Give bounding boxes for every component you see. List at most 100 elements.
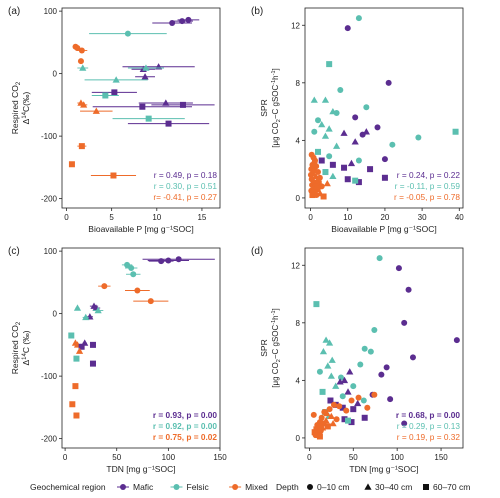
y-axis-label-part: C (‰) (21, 330, 31, 353)
legend-title: Geochemical region (30, 482, 106, 492)
x-tick-label: 100 (162, 453, 176, 462)
data-point (162, 99, 170, 106)
data-point (346, 368, 354, 375)
data-point (355, 157, 362, 164)
legend-item-label: Mafic (133, 482, 154, 492)
data-point (326, 61, 333, 68)
data-point (80, 101, 88, 108)
data-point (324, 423, 331, 430)
y-tick-label: 0 (53, 70, 58, 79)
data-point (75, 347, 84, 354)
x-axis-label: TDN [mg g⁻¹SOC] (349, 464, 418, 474)
data-point (315, 148, 322, 155)
data-point (381, 156, 388, 163)
data-point (344, 388, 352, 395)
data-point (310, 96, 318, 103)
x-tick-label: 0 (307, 453, 312, 462)
data-point (102, 92, 109, 99)
data-point (124, 261, 131, 268)
data-point (322, 169, 329, 176)
data-point (323, 409, 331, 417)
data-point (327, 372, 335, 379)
data-point (340, 376, 349, 384)
data-point (395, 265, 402, 272)
data-point (387, 396, 394, 403)
plot-frame (61, 7, 221, 209)
y-axis-label-line2: [μg CO2−C gSOC-1h-1] (271, 308, 282, 388)
data-point (385, 79, 392, 86)
x-axis-label: TDN [mg g⁻¹SOC] (106, 464, 175, 474)
y-axis-label-sup: 14 (22, 111, 28, 118)
stats-label: r = -0.11, p = 0.59 (395, 181, 461, 191)
y-axis-label-sub: 2 (16, 321, 22, 325)
y-tick-label: -200 (41, 195, 58, 204)
data-point (313, 301, 320, 308)
y-axis-label: Respired CO2 (10, 321, 22, 374)
plot-frame (304, 247, 464, 449)
data-point (89, 360, 96, 367)
data-point (364, 404, 371, 411)
data-point (361, 414, 368, 421)
stats-label: r = 0.30, p = 0.51 (154, 181, 218, 191)
data-point (72, 383, 79, 390)
legend-swatch (232, 484, 239, 490)
data-point (318, 120, 326, 128)
panel-label: (a) (8, 6, 20, 17)
data-point (336, 403, 343, 410)
y-axis-label-sub: 2 (16, 81, 22, 85)
data-point (325, 339, 334, 346)
data-point (101, 283, 108, 290)
y-axis-label-line2: Δ14C (‰) (21, 330, 31, 365)
x-tick-label: 150 (434, 453, 448, 462)
data-point (389, 141, 396, 148)
data-point (319, 347, 328, 355)
data-point (130, 271, 137, 278)
data-point (367, 166, 374, 173)
y-tick-label: 0 (296, 194, 301, 203)
data-point (329, 161, 336, 168)
data-point (352, 177, 359, 184)
x-tick-label: 50 (112, 453, 121, 462)
y-tick-label: 0 (53, 310, 58, 319)
data-point (158, 258, 165, 265)
y-axis-label-part: −C gSOC (271, 85, 280, 120)
data-point (320, 420, 327, 427)
data-point (329, 419, 337, 427)
data-point (350, 406, 357, 413)
y-axis-label-part: Respired CO (10, 325, 20, 375)
data-point (351, 138, 359, 145)
x-tick-label: 30 (418, 213, 427, 222)
x-tick-label: 0 (308, 213, 313, 222)
x-axis-label: Bioavailable P [mg g⁻¹SOC] (331, 224, 436, 234)
data-point (328, 356, 336, 363)
y-axis-label-part: -1 (271, 320, 277, 325)
y-axis-label-part: Δ (21, 118, 31, 124)
plot-frame (61, 247, 221, 449)
data-point (333, 416, 340, 423)
data-point (316, 368, 323, 375)
data-point (361, 345, 368, 352)
data-point (355, 179, 362, 186)
data-point (165, 257, 172, 264)
x-tick-label: 40 (455, 213, 464, 222)
stats-label: r = 0.19, p = 0.32 (397, 432, 461, 442)
data-point (73, 304, 82, 311)
data-point (320, 193, 327, 200)
data-point (315, 169, 322, 176)
data-point (325, 125, 333, 132)
y-axis-label-line2: [μg CO2−C gSOC-1h-1] (271, 68, 282, 148)
data-point (111, 89, 118, 96)
stats-label: r = 0.75, p = 0.02 (153, 432, 218, 442)
data-point (371, 327, 378, 334)
x-tick-label: 15 (197, 213, 206, 222)
data-point (89, 341, 96, 348)
legend-item-label: 0–10 cm (317, 482, 350, 492)
y-tick-label: 100 (44, 247, 58, 256)
data-point (344, 25, 351, 32)
stats-label: r = 0.49, p = 0.18 (154, 170, 218, 180)
data-point (337, 87, 344, 94)
data-point (352, 114, 359, 121)
data-point (141, 73, 149, 80)
data-point (371, 391, 378, 398)
data-point (315, 180, 322, 187)
